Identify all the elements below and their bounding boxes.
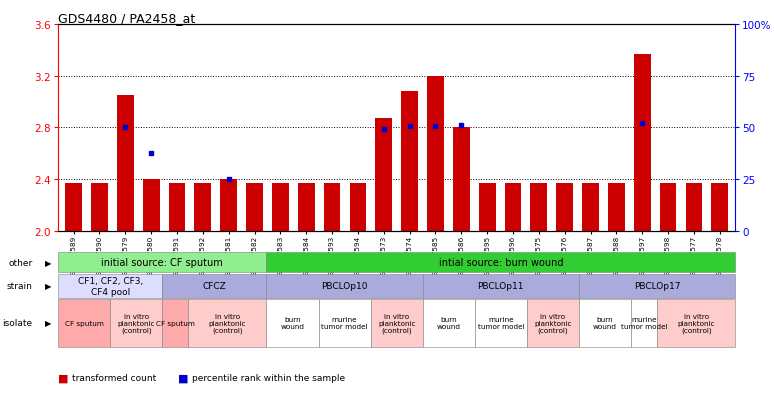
- Bar: [272, 183, 289, 231]
- Bar: [530, 183, 547, 231]
- Text: murine
tumor model: murine tumor model: [478, 317, 524, 330]
- Bar: [246, 183, 263, 231]
- Text: intial source: burn wound: intial source: burn wound: [439, 258, 563, 268]
- Bar: [453, 128, 470, 231]
- Bar: [634, 55, 651, 231]
- Text: strain: strain: [7, 282, 33, 291]
- Text: transformed count: transformed count: [72, 373, 156, 382]
- Bar: [401, 92, 418, 231]
- Text: CF sputum: CF sputum: [156, 320, 195, 326]
- Text: initial source: CF sputum: initial source: CF sputum: [101, 258, 223, 268]
- Text: in vitro
planktonic
(control): in vitro planktonic (control): [677, 313, 715, 333]
- Text: isolate: isolate: [2, 319, 33, 328]
- Text: CFCZ: CFCZ: [203, 282, 226, 291]
- Text: in vitro
planktonic
(control): in vitro planktonic (control): [534, 313, 572, 333]
- Text: ▶: ▶: [46, 282, 52, 291]
- Text: ■: ■: [58, 373, 69, 383]
- Bar: [117, 96, 134, 231]
- Text: in vitro
planktonic
(control): in vitro planktonic (control): [378, 313, 416, 333]
- Text: burn
wound: burn wound: [280, 317, 304, 330]
- Bar: [375, 119, 392, 231]
- Text: CF sputum: CF sputum: [65, 320, 104, 326]
- Text: ▶: ▶: [46, 319, 52, 328]
- Bar: [91, 183, 108, 231]
- Bar: [505, 183, 522, 231]
- Bar: [608, 183, 625, 231]
- Bar: [686, 183, 702, 231]
- Text: CF1, CF2, CF3,
CF4 pool: CF1, CF2, CF3, CF4 pool: [77, 277, 142, 296]
- Text: PBCLOp11: PBCLOp11: [478, 282, 524, 291]
- Bar: [582, 183, 599, 231]
- Bar: [479, 183, 495, 231]
- Text: percentile rank within the sample: percentile rank within the sample: [192, 373, 345, 382]
- Text: burn
wound: burn wound: [437, 317, 461, 330]
- Text: GDS4480 / PA2458_at: GDS4480 / PA2458_at: [58, 12, 195, 25]
- Text: PBCLOp10: PBCLOp10: [321, 282, 368, 291]
- Bar: [557, 183, 573, 231]
- Bar: [194, 183, 211, 231]
- Bar: [169, 183, 185, 231]
- Bar: [659, 183, 676, 231]
- Text: ■: ■: [178, 373, 189, 383]
- Bar: [350, 183, 366, 231]
- Bar: [221, 180, 237, 231]
- Text: murine
tumor model: murine tumor model: [621, 317, 667, 330]
- Text: PBCLOp17: PBCLOp17: [634, 282, 680, 291]
- Bar: [711, 183, 728, 231]
- Text: murine
tumor model: murine tumor model: [321, 317, 368, 330]
- Bar: [427, 76, 444, 231]
- Bar: [142, 180, 159, 231]
- Text: ▶: ▶: [46, 258, 52, 267]
- Text: other: other: [9, 258, 33, 267]
- Text: in vitro
planktonic
(control): in vitro planktonic (control): [209, 313, 246, 333]
- Bar: [324, 183, 341, 231]
- Text: in vitro
planktonic
(control): in vitro planktonic (control): [118, 313, 155, 333]
- Bar: [65, 183, 82, 231]
- Text: burn
wound: burn wound: [593, 317, 617, 330]
- Bar: [298, 183, 314, 231]
